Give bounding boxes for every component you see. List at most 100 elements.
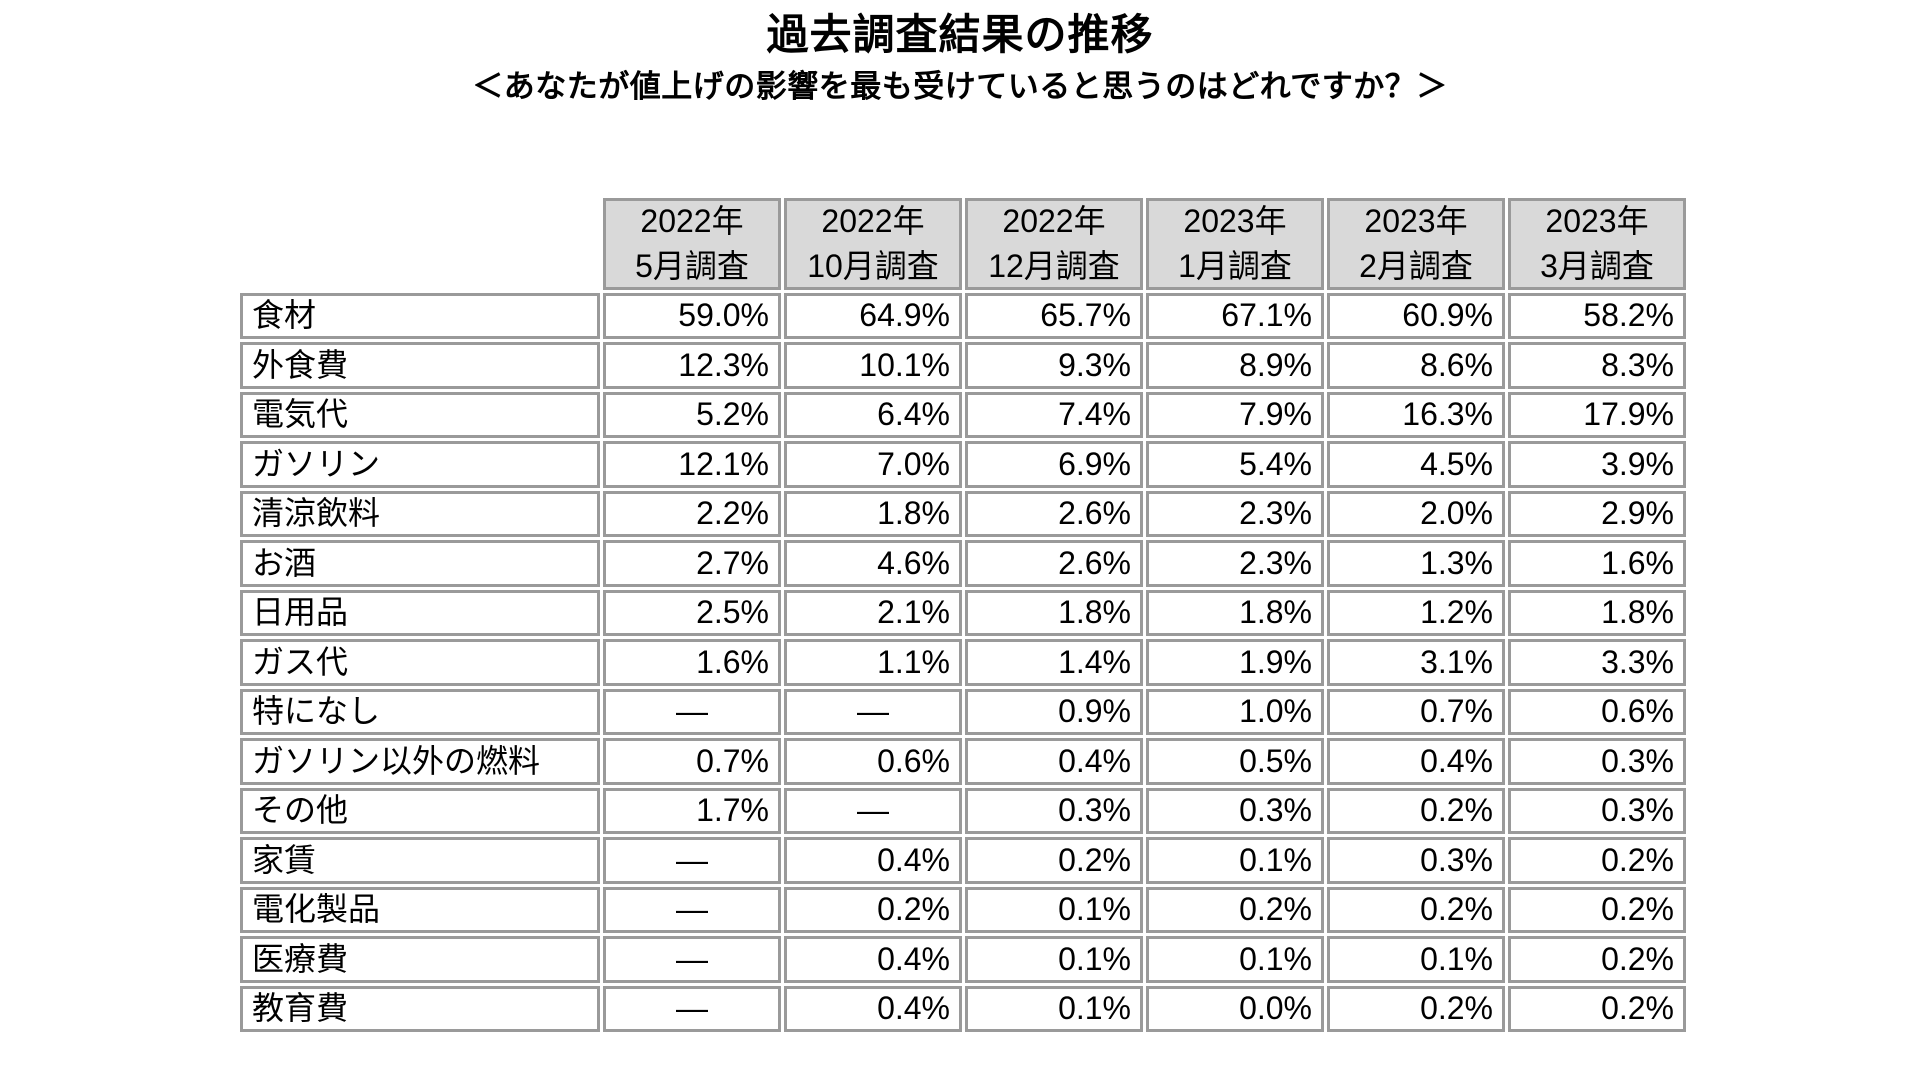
row-label: その他 bbox=[240, 787, 600, 835]
value-cell: 2.9% bbox=[1508, 490, 1686, 538]
value-cell: 0.6% bbox=[1508, 688, 1686, 736]
column-header: 2022年 10月調査 bbox=[784, 197, 962, 290]
value-cell: 0.4% bbox=[784, 936, 962, 983]
column-header-survey: 12月調査 bbox=[988, 247, 1120, 284]
column-header-year: 2023年 bbox=[1183, 203, 1287, 240]
survey-results-table: 2022年 5月調査 2022年 10月調査 2022年 12月調査 2023年 1月調査 20… bbox=[240, 197, 1686, 1033]
value-cell: 0.4% bbox=[784, 837, 962, 884]
corner-cell bbox=[240, 198, 600, 290]
value-cell: 0.2% bbox=[965, 837, 1143, 884]
value-cell: 3.9% bbox=[1508, 441, 1686, 488]
value-cell: 12.1% bbox=[603, 441, 781, 488]
value-cell: 0.3% bbox=[1508, 787, 1686, 835]
value-cell: 59.0% bbox=[603, 292, 781, 340]
value-cell: 2.6% bbox=[965, 490, 1143, 538]
column-header-year: 2022年 bbox=[1002, 203, 1106, 240]
value-cell: 1.8% bbox=[1146, 589, 1324, 637]
row-label: 電化製品 bbox=[240, 886, 600, 934]
column-header-survey: 2月調査 bbox=[1359, 247, 1473, 284]
value-cell: 0.2% bbox=[1327, 985, 1505, 1033]
page-subtitle: ＜あなたが値上げの影響を最も受けていると思うのはどれですか？＞ bbox=[472, 69, 1448, 105]
column-header: 2023年 3月調査 bbox=[1508, 197, 1686, 290]
value-cell: 1.8% bbox=[965, 589, 1143, 637]
value-cell: 0.1% bbox=[1146, 837, 1324, 884]
value-cell: 0.4% bbox=[965, 738, 1143, 785]
value-cell: 0.7% bbox=[1327, 688, 1505, 736]
value-cell: 1.0% bbox=[1146, 688, 1324, 736]
table-wrapper: 2022年 5月調査 2022年 10月調査 2022年 12月調査 2023年 1月調査 20… bbox=[240, 197, 1920, 1033]
value-cell: 7.9% bbox=[1146, 391, 1324, 439]
value-cell: 0.1% bbox=[965, 886, 1143, 934]
missing-value-cell: ― bbox=[603, 886, 781, 934]
value-cell: 3.1% bbox=[1327, 639, 1505, 686]
value-cell: 2.6% bbox=[965, 540, 1143, 587]
value-cell: 2.3% bbox=[1146, 540, 1324, 587]
value-cell: 2.0% bbox=[1327, 490, 1505, 538]
row-label: 外食費 bbox=[240, 342, 600, 389]
value-cell: 1.7% bbox=[603, 787, 781, 835]
value-cell: 2.7% bbox=[603, 540, 781, 587]
value-cell: 0.1% bbox=[1146, 936, 1324, 983]
value-cell: 0.4% bbox=[784, 985, 962, 1033]
value-cell: 10.1% bbox=[784, 342, 962, 389]
column-header: 2022年 12月調査 bbox=[965, 197, 1143, 290]
missing-value-cell: ― bbox=[784, 688, 962, 736]
value-cell: 7.4% bbox=[965, 391, 1143, 439]
value-cell: 0.2% bbox=[784, 886, 962, 934]
value-cell: 7.0% bbox=[784, 441, 962, 488]
column-header: 2022年 5月調査 bbox=[603, 197, 781, 290]
value-cell: 8.9% bbox=[1146, 342, 1324, 389]
value-cell: 1.8% bbox=[1508, 589, 1686, 637]
row-label: お酒 bbox=[240, 540, 600, 587]
row-label: ガソリン bbox=[240, 441, 600, 488]
value-cell: 0.5% bbox=[1146, 738, 1324, 785]
value-cell: 4.6% bbox=[784, 540, 962, 587]
value-cell: 1.2% bbox=[1327, 589, 1505, 637]
value-cell: 6.4% bbox=[784, 391, 962, 439]
value-cell: 1.8% bbox=[784, 490, 962, 538]
value-cell: 3.3% bbox=[1508, 639, 1686, 686]
value-cell: 8.6% bbox=[1327, 342, 1505, 389]
row-label: 清涼飲料 bbox=[240, 490, 600, 538]
value-cell: 0.2% bbox=[1327, 787, 1505, 835]
value-cell: 58.2% bbox=[1508, 292, 1686, 340]
value-cell: 2.5% bbox=[603, 589, 781, 637]
row-label: ガソリン以外の燃料 bbox=[240, 738, 600, 785]
column-header-survey: 3月調査 bbox=[1540, 247, 1654, 284]
value-cell: 6.9% bbox=[965, 441, 1143, 488]
row-label: 日用品 bbox=[240, 589, 600, 637]
value-cell: 0.2% bbox=[1327, 886, 1505, 934]
value-cell: 1.4% bbox=[965, 639, 1143, 686]
value-cell: 67.1% bbox=[1146, 292, 1324, 340]
value-cell: 1.9% bbox=[1146, 639, 1324, 686]
value-cell: 0.0% bbox=[1146, 985, 1324, 1033]
value-cell: 0.7% bbox=[603, 738, 781, 785]
value-cell: 12.3% bbox=[603, 342, 781, 389]
value-cell: 0.3% bbox=[965, 787, 1143, 835]
column-header-survey: 1月調査 bbox=[1178, 247, 1292, 284]
row-label: 家賃 bbox=[240, 837, 600, 884]
column-header-year: 2022年 bbox=[821, 203, 925, 240]
value-cell: 8.3% bbox=[1508, 342, 1686, 389]
value-cell: 64.9% bbox=[784, 292, 962, 340]
value-cell: 1.6% bbox=[1508, 540, 1686, 587]
row-label: 医療費 bbox=[240, 936, 600, 983]
row-label: 特になし bbox=[240, 688, 600, 736]
value-cell: 5.2% bbox=[603, 391, 781, 439]
column-header-year: 2023年 bbox=[1545, 203, 1649, 240]
value-cell: 1.1% bbox=[784, 639, 962, 686]
value-cell: 1.6% bbox=[603, 639, 781, 686]
column-header: 2023年 1月調査 bbox=[1146, 197, 1324, 290]
value-cell: 0.2% bbox=[1508, 886, 1686, 934]
value-cell: 0.1% bbox=[965, 985, 1143, 1033]
missing-value-cell: ― bbox=[603, 837, 781, 884]
column-header-year: 2022年 bbox=[640, 203, 744, 240]
row-label: ガス代 bbox=[240, 639, 600, 686]
value-cell: 2.2% bbox=[603, 490, 781, 538]
value-cell: 0.1% bbox=[965, 936, 1143, 983]
value-cell: 2.1% bbox=[784, 589, 962, 637]
value-cell: 0.2% bbox=[1508, 985, 1686, 1033]
value-cell: 0.1% bbox=[1327, 936, 1505, 983]
value-cell: 16.3% bbox=[1327, 391, 1505, 439]
page-title: 過去調査結果の推移 bbox=[766, 11, 1154, 58]
